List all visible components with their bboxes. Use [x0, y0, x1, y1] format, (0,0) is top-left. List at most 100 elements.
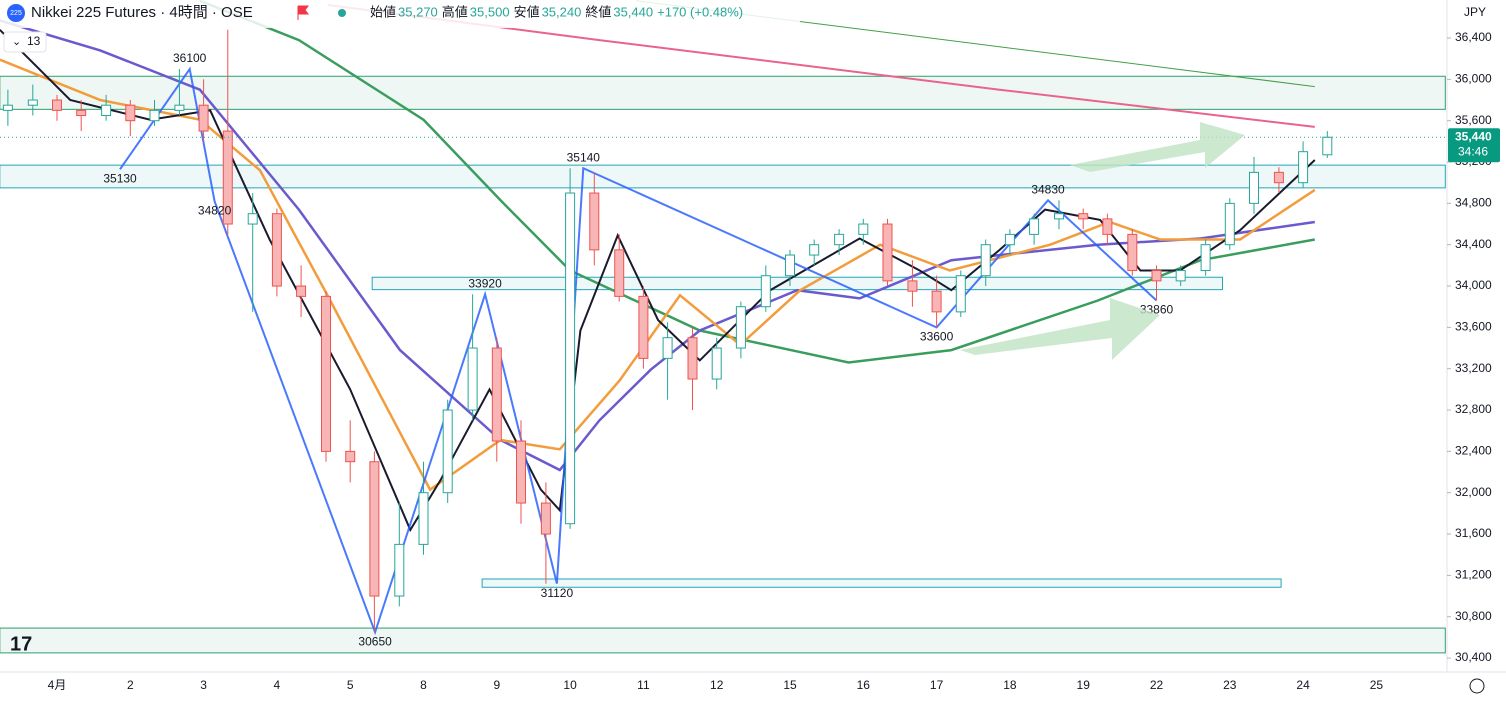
candle-body	[1200, 244, 1211, 272]
candle-body	[491, 347, 502, 442]
ohlc-value: 35,500	[470, 4, 510, 19]
candle-body	[222, 130, 233, 225]
x-tick-label: 5	[347, 678, 354, 692]
y-tick-label: 30,400	[1455, 650, 1492, 664]
candle-body	[1322, 136, 1333, 156]
arrow	[960, 298, 1160, 360]
y-tick-label: 30,800	[1455, 609, 1492, 623]
candle-body	[1078, 213, 1089, 220]
candle-body	[198, 104, 209, 132]
candle-body	[515, 440, 526, 504]
y-tick-label: 31,600	[1455, 526, 1492, 540]
candle-body	[834, 233, 845, 246]
candle-body	[809, 244, 820, 256]
plot-area: 35130 36100 34820 30650 33920 31120 35140 33600…	[0, 0, 1447, 654]
pivot-label: 35140	[567, 150, 601, 164]
candle-body	[467, 347, 478, 411]
candle-body	[1248, 171, 1259, 204]
x-tick-label: 15	[783, 678, 797, 692]
x-tick-label: 12	[710, 678, 724, 692]
candle-body	[1298, 151, 1309, 184]
x-tick-label: 9	[493, 678, 500, 692]
pivot-label: 35130	[103, 171, 137, 185]
header-bg	[0, 0, 800, 28]
zone	[0, 627, 1446, 654]
candle-body	[394, 543, 405, 597]
candle-body	[540, 502, 551, 535]
candle-body	[271, 213, 282, 287]
pivot-label: 30650	[358, 634, 392, 648]
candle-body	[52, 99, 62, 111]
arrow	[1070, 122, 1245, 172]
indicator-value: 13	[27, 34, 41, 48]
x-tick-label: 25	[1370, 678, 1384, 692]
indicator-box[interactable]	[3, 31, 47, 53]
chart-title: Nikkei 225 Futures · 4時間 · OSE	[31, 4, 253, 21]
candle-body	[638, 295, 649, 359]
symbol-badge: 225	[10, 10, 22, 17]
x-tick-label: 8	[420, 678, 427, 692]
candle-body	[858, 223, 869, 235]
candle-body	[662, 337, 673, 359]
last-price: 35,440	[1455, 129, 1492, 143]
x-tick-label: 11	[637, 678, 650, 692]
symbol-icon	[7, 4, 25, 22]
x-tick-label: 3	[200, 678, 207, 692]
pivot-label: 31120	[541, 586, 574, 600]
ohlc-value: 35,440	[613, 4, 653, 19]
candle-body	[174, 104, 185, 111]
x-tick-label: 4	[274, 678, 281, 692]
x-tick-label: 4月	[48, 678, 67, 692]
x-tick-label: 10	[563, 678, 577, 692]
candle-body	[101, 104, 112, 117]
settings-icon[interactable]	[1469, 678, 1485, 694]
ohlc-name: 終値	[585, 4, 611, 19]
candle-body	[76, 109, 87, 117]
y-tick-label: 34,400	[1455, 237, 1492, 251]
x-tick-label: 24	[1296, 678, 1310, 692]
currency[interactable]: JPY	[1464, 5, 1486, 19]
y-tick-label: 36,400	[1455, 30, 1492, 44]
x-tick-label: 16	[857, 678, 871, 692]
candle-body	[614, 249, 625, 297]
candle-body	[345, 450, 356, 463]
y-tick-label: 32,400	[1455, 444, 1492, 458]
candle-body	[27, 99, 38, 106]
candle-body	[711, 347, 722, 380]
pivot-label: 36100	[173, 51, 207, 65]
logo: 17	[10, 633, 32, 655]
y-tick-label: 31,200	[1455, 568, 1492, 582]
pivot-label: 33600	[920, 330, 954, 344]
x-tick-label: 23	[1223, 678, 1237, 692]
y-tick-label: 36,000	[1455, 72, 1492, 86]
candle-body	[1273, 171, 1284, 184]
x-tick-label: 18	[1003, 678, 1017, 692]
x-tick-label: 22	[1150, 678, 1164, 692]
status-dot	[338, 9, 346, 17]
ohlc-legend: 始値 35,270 高値 35,500 安値 35,240 終値 35,440 +170 (+0…	[370, 4, 743, 19]
change: +170 (+0.48%)	[657, 4, 743, 19]
zone	[0, 164, 1446, 189]
y-tick-label: 33,600	[1455, 320, 1492, 334]
candle-body	[1102, 218, 1113, 235]
y-tick-label: 35,600	[1455, 113, 1492, 127]
candle-body	[296, 285, 307, 297]
candle-body	[907, 280, 918, 292]
candle-body	[735, 306, 746, 349]
y-tick-label: 32,800	[1455, 402, 1492, 416]
candle-body	[247, 213, 258, 225]
zone	[0, 75, 1446, 110]
y-tick-label: 34,800	[1455, 196, 1492, 210]
candle-body	[931, 290, 942, 313]
chevron: ⌄	[12, 36, 21, 48]
candle-body	[565, 192, 576, 525]
candle-body	[1004, 233, 1015, 246]
ohlc-name: 始値	[370, 4, 396, 19]
candle-body	[125, 104, 136, 122]
candle-body	[321, 295, 332, 452]
x-tick-label: 19	[1077, 678, 1091, 692]
candle-body	[980, 244, 991, 277]
candle-body	[1224, 202, 1235, 246]
ohlc-value: 35,240	[542, 4, 582, 19]
